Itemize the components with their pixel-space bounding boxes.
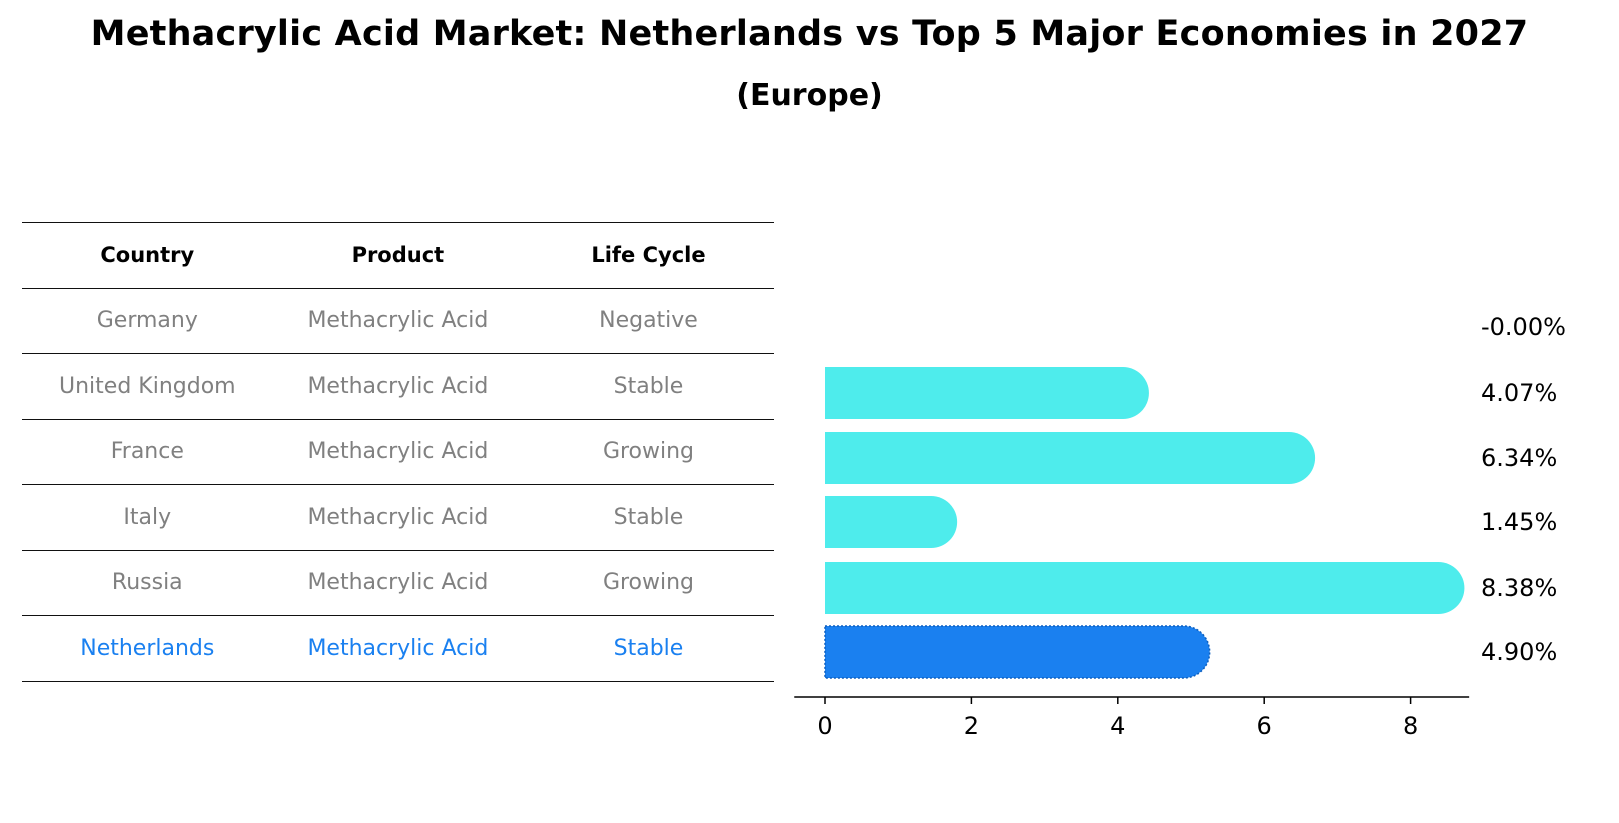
table-row: Russia Methacrylic Acid Growing: [22, 551, 774, 616]
x-axis: 0 2 4 6 8: [794, 696, 1470, 740]
x-tick-label: 8: [1403, 712, 1418, 740]
cell-life-cycle: Negative: [599, 308, 698, 334]
cell-country: Netherlands: [80, 635, 215, 661]
table-row: United Kingdom Methacrylic Acid Stable: [22, 354, 774, 420]
cell-life-cycle: Stable: [613, 635, 684, 661]
x-tick-label: 4: [1110, 712, 1125, 740]
value-label: 8.38%: [1481, 574, 1557, 602]
cell-product: Methacrylic Acid: [307, 373, 489, 399]
header-life-cycle: Life Cycle: [591, 243, 706, 268]
cell-country: Italy: [123, 504, 172, 530]
header-country: Country: [100, 243, 195, 268]
cell-life-cycle: Stable: [613, 373, 684, 399]
value-labels-layer: -0.00% 4.07% 6.34% 1.45% 8.38% 4.90%: [1481, 313, 1566, 666]
cell-product: Methacrylic Acid: [307, 439, 489, 465]
cell-product: Methacrylic Acid: [307, 635, 489, 661]
header-product: Product: [351, 243, 445, 268]
x-tick-label: 6: [1257, 712, 1272, 740]
cell-country: United Kingdom: [59, 373, 236, 399]
cell-country: Germany: [96, 308, 198, 334]
bar-netherlands: [824, 625, 1211, 679]
table-row: Germany Methacrylic Acid Negative: [22, 289, 774, 354]
comparison-table: Country Product Life Cycle Germany Metha…: [22, 222, 774, 682]
cell-product: Methacrylic Acid: [307, 570, 489, 596]
table-header-row: Country Product Life Cycle: [22, 223, 774, 289]
table-row: Italy Methacrylic Acid Stable: [22, 485, 774, 551]
chart-title: Methacrylic Acid Market: Netherlands vs …: [90, 14, 1529, 54]
x-tick-label: 2: [964, 712, 979, 740]
value-label: 4.90%: [1481, 638, 1557, 666]
cell-country: Russia: [111, 570, 183, 596]
bar-russia: [825, 562, 1465, 614]
table-row: France Methacrylic Acid Growing: [22, 420, 774, 485]
value-label: 4.07%: [1481, 379, 1557, 407]
table-row-highlight: Netherlands Methacrylic Acid Stable: [22, 616, 774, 682]
bars-layer: [824, 367, 1465, 679]
bar-italy: [825, 496, 958, 548]
value-label: 6.34%: [1481, 444, 1557, 472]
cell-life-cycle: Stable: [613, 504, 684, 530]
value-label: -0.00%: [1481, 313, 1566, 341]
cell-life-cycle: Growing: [602, 439, 695, 465]
cell-life-cycle: Growing: [602, 570, 695, 596]
cell-country: France: [110, 439, 184, 465]
value-label: 1.45%: [1481, 508, 1557, 536]
cell-product: Methacrylic Acid: [307, 308, 489, 334]
chart-subtitle: (Europe): [736, 78, 883, 113]
bar-france: [825, 432, 1316, 484]
x-tick-label: 0: [817, 712, 832, 740]
bar-united-kingdom: [825, 367, 1149, 419]
cell-product: Methacrylic Acid: [307, 504, 489, 530]
